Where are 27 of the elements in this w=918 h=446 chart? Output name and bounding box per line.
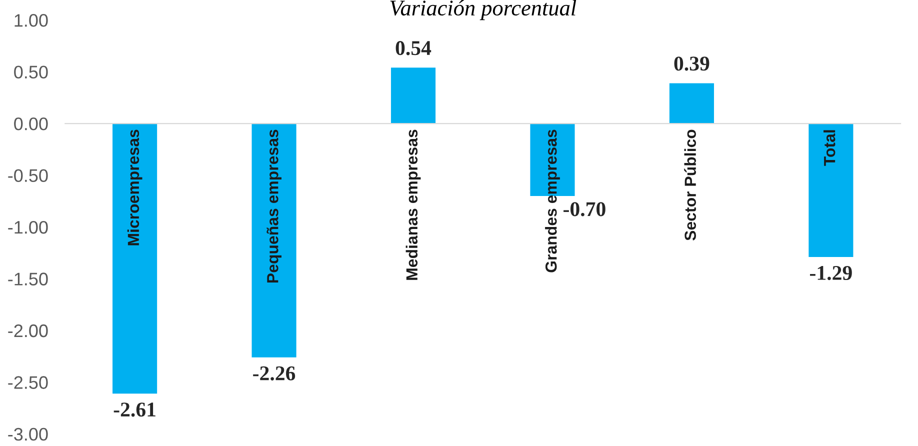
y-tick-label: -3.00 [8,428,48,441]
data-label: -2.26 [253,366,296,380]
x-tick-label: Sector Público [684,130,696,240]
data-label: -1.29 [810,266,852,280]
bar [112,124,158,394]
y-tick-label: -1.50 [8,272,48,286]
data-label: 0.39 [674,56,710,71]
x-tick-label: Pequeñas empresas [266,130,282,282]
y-tick-label: -0.50 [8,169,48,182]
y-tick-label: -2.50 [8,376,48,389]
chart-title: Variación porcentual [390,0,576,20]
data-label: -0.70 [564,202,606,216]
y-tick-label: -2.00 [8,324,48,338]
y-tick-label: 0.50 [14,66,48,79]
y-tick-label: -1.00 [8,220,48,234]
x-tick-label: Microempresas [127,130,142,246]
bar [252,124,296,358]
y-tick-label: 1.00 [14,14,48,27]
data-label: -2.61 [114,402,156,417]
data-label: 0.54 [396,41,432,56]
x-tick-label: Medianas empresas [406,130,421,280]
bar [669,83,714,124]
y-tick-label: 0.00 [14,117,48,130]
bar [808,124,854,258]
bar [390,68,436,124]
x-tick-label: Total [824,130,836,166]
x-tick-label: Grandes empresas [545,130,560,272]
